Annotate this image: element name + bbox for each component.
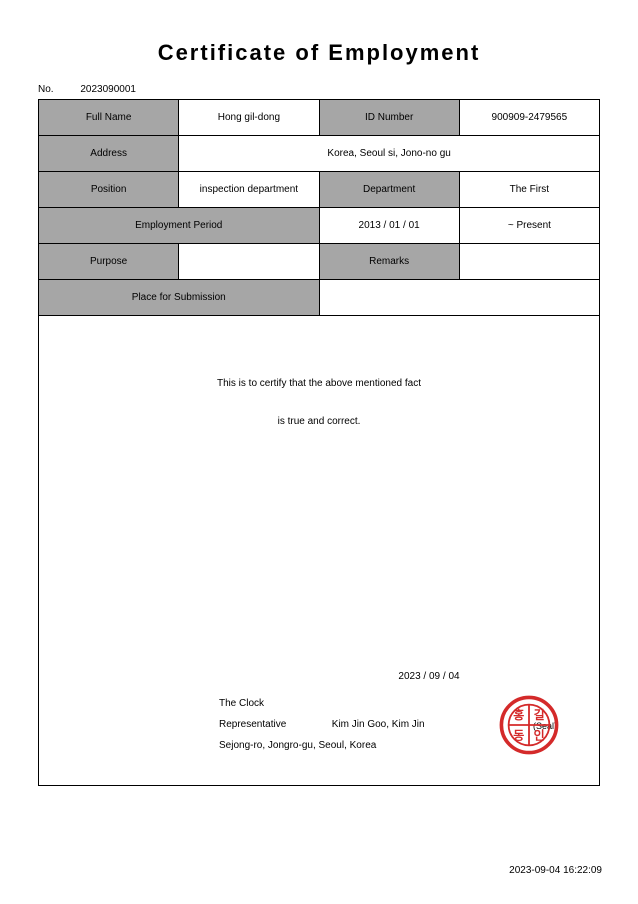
certify-line-2: is true and correct. [59, 410, 579, 434]
value-remarks [459, 244, 599, 280]
representative-name: Kim Jin Goo, Kim Jin [332, 719, 425, 730]
issue-date: 2023 / 09 / 04 [299, 671, 559, 682]
value-place-for-submission [319, 280, 600, 316]
value-department: The First [459, 172, 599, 208]
svg-text:인: 인 [534, 727, 545, 742]
label-id-number: ID Number [319, 100, 459, 136]
label-place-for-submission: Place for Submission [39, 280, 320, 316]
label-address: Address [39, 136, 179, 172]
certificate-table: Full Name Hong gil-dong ID Number 900909… [38, 99, 600, 316]
doc-number-label: No. [38, 84, 54, 95]
value-employment-start: 2013 / 01 / 01 [319, 208, 459, 244]
value-position: inspection department [179, 172, 319, 208]
certify-line-1: This is to certify that the above mentio… [59, 372, 579, 396]
value-employment-end: ~ Present [459, 208, 599, 244]
value-purpose [179, 244, 319, 280]
svg-text:홍: 홍 [513, 707, 524, 722]
value-id-number: 900909-2479565 [459, 100, 599, 136]
certificate-body: This is to certify that the above mentio… [38, 316, 600, 786]
seal-stamp: 홍 길 동 인 [499, 695, 559, 755]
label-position: Position [39, 172, 179, 208]
label-full-name: Full Name [39, 100, 179, 136]
label-purpose: Purpose [39, 244, 179, 280]
label-employment-period: Employment Period [39, 208, 320, 244]
label-remarks: Remarks [319, 244, 459, 280]
svg-text:동: 동 [513, 728, 524, 742]
doc-number-value: 2023090001 [80, 84, 136, 95]
value-full-name: Hong gil-dong [179, 100, 319, 136]
doc-number-line: No. 2023090001 [38, 84, 600, 95]
print-timestamp: 2023-09-04 16:22:09 [509, 865, 602, 876]
page-title: Certificate of Employment [38, 40, 600, 66]
svg-text:길: 길 [534, 708, 545, 722]
value-address: Korea, Seoul si, Jono-no gu [179, 136, 600, 172]
representative-label: Representative [219, 719, 329, 730]
label-department: Department [319, 172, 459, 208]
